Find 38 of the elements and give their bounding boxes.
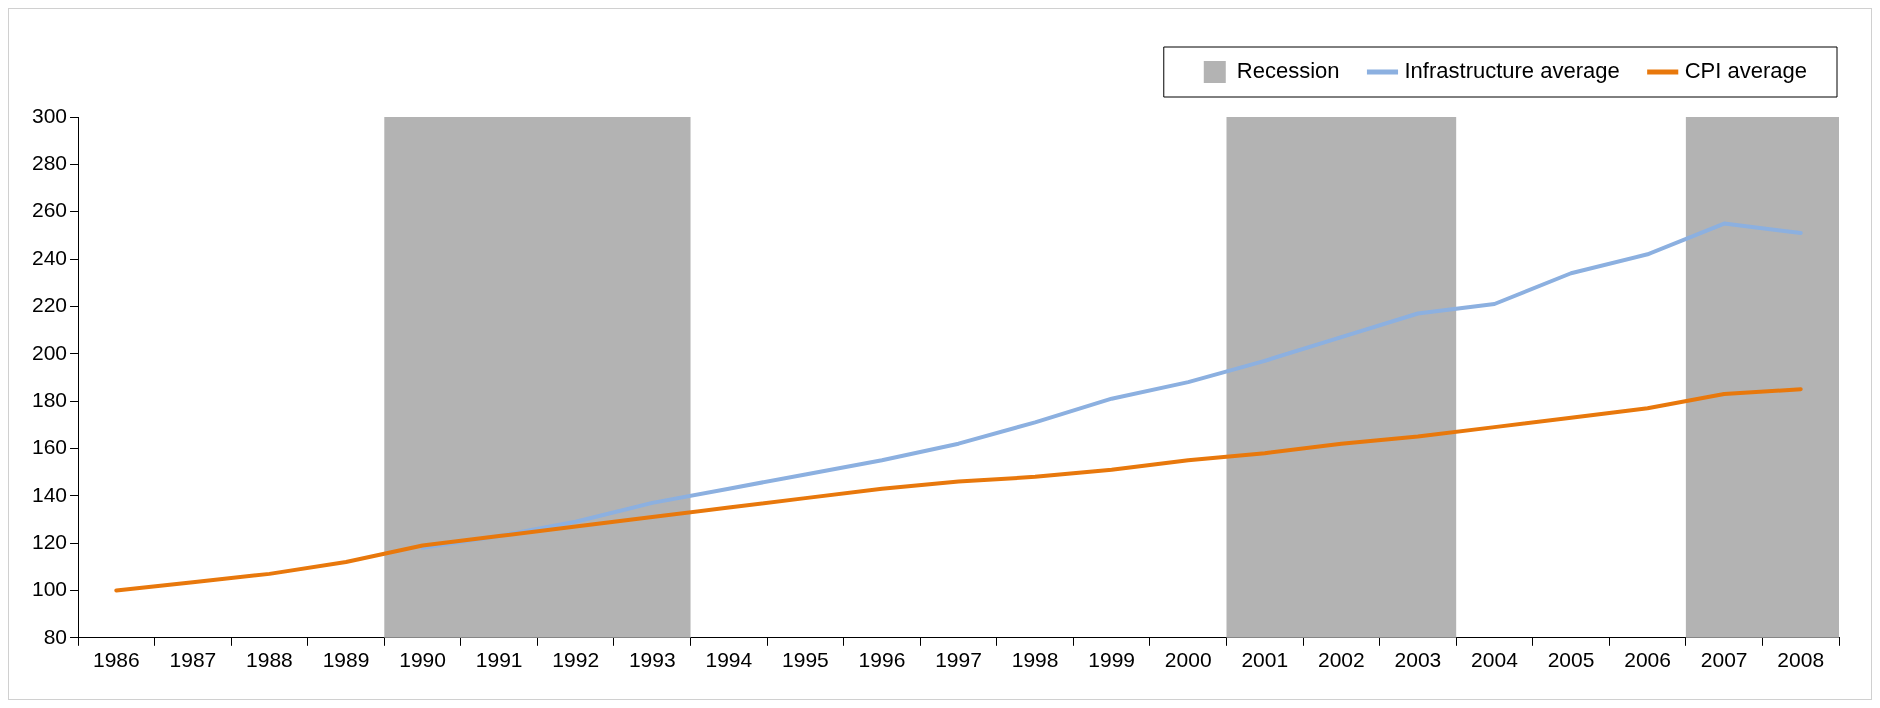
x-tick-label: 2004: [1471, 648, 1519, 672]
y-tick-label: 120: [31, 529, 68, 553]
x-tick-label: 2002: [1317, 648, 1365, 672]
x-tick-label: 1989: [322, 648, 370, 672]
x-tick-label: 1987: [169, 648, 217, 672]
x-tick-label: 2003: [1394, 648, 1442, 672]
legend-label: Infrastructure average: [1404, 58, 1620, 84]
y-tick-label: 220: [31, 293, 68, 317]
y-tick-label: 140: [31, 482, 68, 506]
x-tick-label: 1993: [628, 648, 676, 672]
y-tick-label: 260: [31, 198, 68, 222]
x-tick-label: 1991: [475, 648, 523, 672]
x-tick-label: 1988: [246, 648, 293, 672]
x-tick-label: 2006: [1624, 648, 1671, 672]
y-tick-label: 240: [31, 245, 68, 269]
x-tick-label: 2005: [1547, 648, 1595, 672]
x-tick-label: 1994: [705, 648, 753, 672]
x-tick-label: 1990: [399, 648, 446, 672]
y-tick-label: 180: [31, 387, 68, 411]
y-tick-label: 300: [31, 103, 68, 127]
x-tick-label: 1986: [92, 648, 140, 672]
x-tick-label: 1995: [782, 648, 829, 672]
x-tick-label: 1998: [1011, 648, 1059, 672]
x-tick-label: 2007: [1700, 648, 1748, 672]
y-tick-label: 80: [43, 624, 68, 648]
x-tick-label: 1999: [1088, 648, 1136, 672]
x-tick-label: 2008: [1777, 648, 1825, 672]
y-tick-label: 200: [31, 340, 68, 364]
y-tick-label: 160: [31, 435, 68, 459]
x-tick-label: 1997: [935, 648, 982, 672]
legend-label: CPI average: [1684, 58, 1808, 84]
y-tick-label: 280: [31, 151, 68, 175]
x-tick-label: 1996: [858, 648, 906, 672]
legend-label: Recession: [1236, 58, 1340, 84]
x-tick-label: 2000: [1164, 648, 1212, 672]
x-tick-label: 1992: [552, 648, 600, 672]
y-tick-label: 100: [31, 577, 68, 601]
x-tick-label: 2001: [1241, 648, 1289, 672]
